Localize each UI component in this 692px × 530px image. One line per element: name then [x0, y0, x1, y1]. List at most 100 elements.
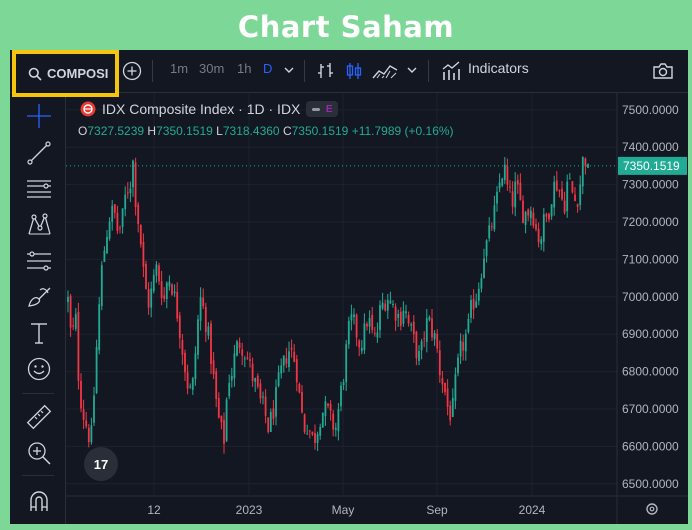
candle-body — [542, 214, 545, 242]
symbol-search[interactable]: COMPOSI — [12, 50, 119, 97]
candle-body — [498, 182, 501, 189]
candle-body — [267, 417, 270, 432]
tradingview-logo[interactable]: 17 — [84, 447, 118, 481]
close-value: 7350.1519 — [291, 124, 349, 138]
candle — [251, 357, 254, 387]
candle — [103, 246, 106, 263]
candle — [485, 239, 488, 263]
area-chart-type-icon[interactable] — [372, 61, 398, 81]
candle — [366, 321, 368, 331]
candle-body — [262, 396, 264, 398]
candle-body — [77, 311, 80, 381]
low-label: L — [216, 124, 223, 138]
chevron-down-icon[interactable] — [407, 66, 417, 74]
candle-body — [477, 288, 480, 301]
candle-body — [488, 225, 491, 239]
candle — [503, 157, 506, 184]
chart-pane[interactable]: 7500.0000 7400.0000 7300.0000 7200.0000 7100… — [66, 93, 688, 524]
crosshair-icon[interactable] — [26, 103, 52, 129]
candle — [321, 412, 324, 428]
candle-body — [522, 200, 524, 223]
candle-body — [228, 383, 231, 397]
candles-chart-type-icon[interactable] — [344, 61, 364, 81]
chevron-down-icon[interactable] — [284, 66, 294, 74]
legend-title-row: IDX Composite Index · 1D · IDX E — [80, 101, 339, 117]
candle-body — [501, 178, 504, 186]
candle — [319, 423, 322, 440]
candle — [191, 376, 194, 395]
fib-icon[interactable] — [26, 248, 52, 274]
zoom-icon[interactable] — [26, 440, 52, 466]
drawing-toolbar — [10, 93, 66, 524]
horizontal-lines-icon[interactable] — [26, 176, 52, 202]
y-tick-label: 7400.0000 — [622, 140, 679, 154]
candle — [490, 222, 493, 231]
candle-body — [301, 391, 303, 413]
candle — [137, 201, 140, 233]
interval-1h[interactable]: 1h — [237, 61, 252, 76]
candle-body — [506, 166, 509, 185]
candle — [106, 229, 108, 254]
candle — [241, 342, 244, 366]
candle-body — [119, 227, 121, 229]
candle — [410, 322, 413, 332]
candle-body — [550, 204, 553, 217]
candle-body — [230, 375, 233, 381]
pattern-icon[interactable] — [26, 212, 52, 238]
camera-icon[interactable] — [652, 61, 674, 81]
candle — [90, 417, 93, 445]
candle — [407, 311, 410, 327]
indicators-button[interactable]: Indicators — [468, 60, 529, 76]
text-icon[interactable] — [26, 320, 52, 346]
interval-1m[interactable]: 1m — [170, 61, 189, 76]
candle — [100, 261, 103, 311]
price-chart[interactable]: 7500.0000 7400.0000 7300.0000 7200.0000 7100… — [66, 93, 688, 524]
candle — [119, 225, 121, 234]
candle-body — [420, 341, 423, 351]
candle-body — [69, 295, 72, 328]
x-tick-label: 2024 — [519, 503, 546, 517]
candle — [581, 156, 584, 195]
bar-chart-type-icon[interactable] — [316, 61, 336, 81]
candle-body — [293, 351, 296, 362]
candle-body — [204, 306, 207, 333]
candle-body — [72, 325, 75, 327]
compare-add-icon[interactable] — [122, 61, 142, 81]
candle-body — [493, 205, 496, 230]
trend-line-icon[interactable] — [26, 140, 52, 166]
ruler-icon[interactable] — [26, 404, 52, 430]
candle-body — [93, 395, 95, 423]
candle-body — [145, 264, 147, 290]
candle-body — [173, 291, 176, 294]
candle-body — [490, 226, 493, 228]
magnet-icon[interactable] — [26, 488, 52, 514]
interval-d[interactable]: D — [263, 61, 273, 76]
interval-30m[interactable]: 30m — [199, 61, 225, 76]
candle — [574, 186, 576, 202]
candle — [306, 424, 309, 435]
candle — [579, 175, 582, 211]
y-tick-label: 7000.0000 — [622, 290, 679, 304]
candle-body — [155, 264, 158, 276]
candle-body — [158, 265, 160, 282]
settings-gear-icon[interactable] — [646, 503, 658, 515]
candle — [537, 222, 540, 248]
candle-body — [199, 297, 202, 321]
candle-body — [111, 205, 114, 222]
symbol-title[interactable]: IDX Composite Index · 1D · IDX — [102, 101, 301, 117]
x-tick-label: 2023 — [236, 503, 263, 517]
candle — [566, 174, 569, 218]
candle — [204, 302, 207, 342]
market-status-badge[interactable]: E — [306, 101, 339, 117]
candle — [428, 315, 431, 322]
candle — [493, 195, 496, 232]
x-tick-label: May — [332, 503, 355, 517]
brush-icon[interactable] — [26, 284, 52, 310]
candle — [548, 212, 550, 223]
emoji-icon[interactable] — [26, 356, 52, 382]
candle-body — [321, 412, 324, 428]
indicators-icon[interactable] — [441, 61, 462, 81]
candle — [509, 180, 511, 193]
x-tick-label: Sep — [426, 503, 448, 517]
candle-body — [295, 359, 298, 383]
